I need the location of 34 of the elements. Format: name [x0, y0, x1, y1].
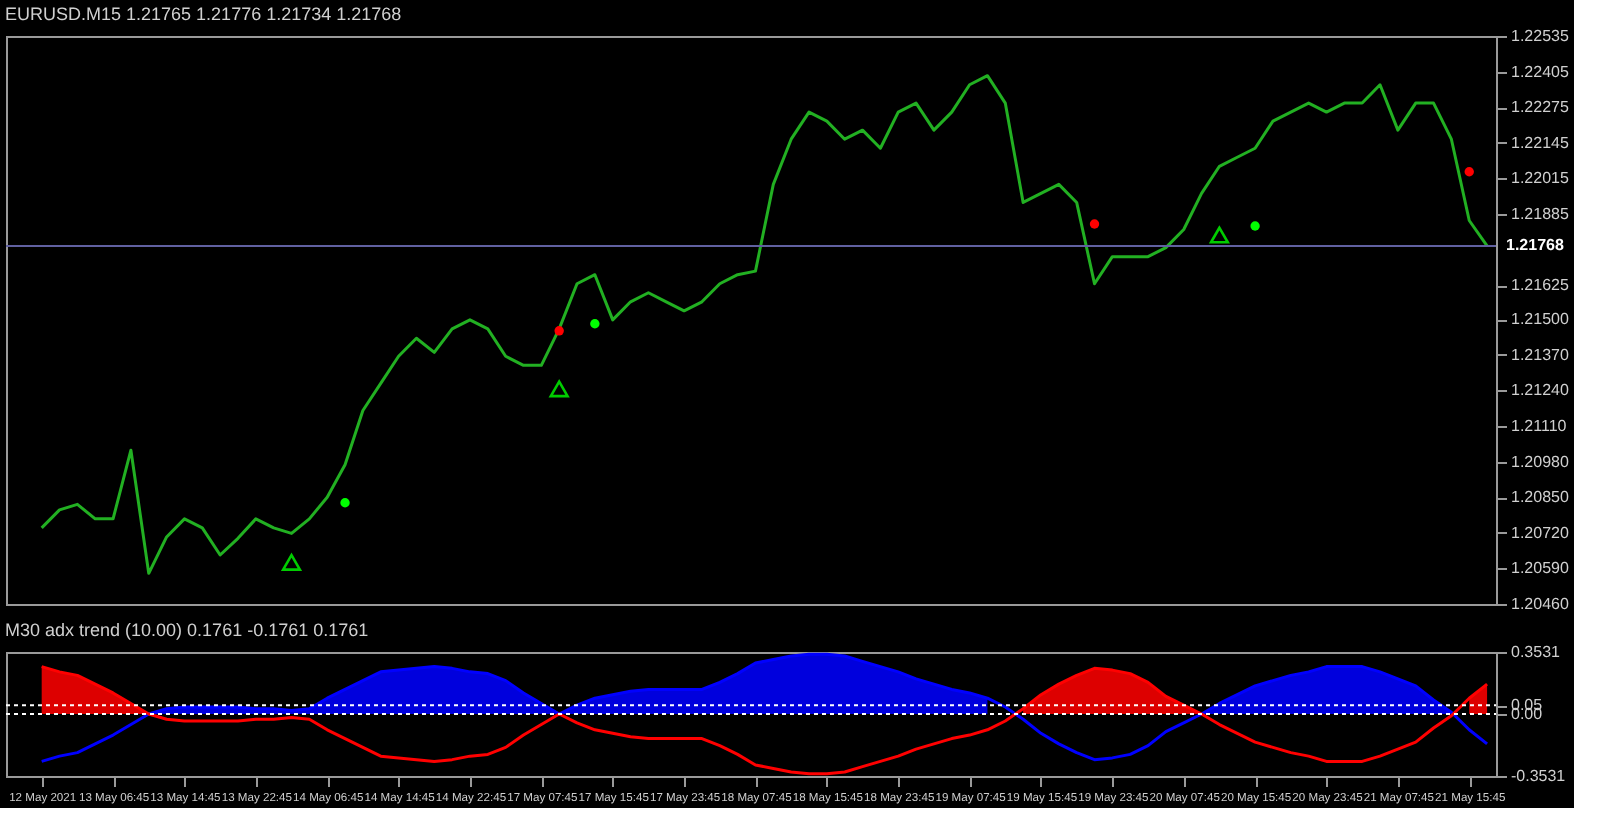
y-tick-label: 1.21370 — [1511, 345, 1570, 364]
y-tick-label: 1.22405 — [1511, 62, 1570, 81]
y-tick-label: 1.21625 — [1511, 276, 1570, 295]
point — [549, 380, 569, 398]
line-series — [40, 652, 1489, 763]
y-tick-label: -0.3531 — [1511, 767, 1567, 785]
y-tick-label: 1.22145 — [1511, 133, 1570, 152]
y-tick-label: 1.22275 — [1511, 98, 1570, 117]
y-tick-label: 1.22535 — [1511, 27, 1570, 45]
point — [1209, 226, 1230, 244]
point — [340, 498, 350, 508]
y-tick-label: 1.20590 — [1511, 559, 1570, 578]
y-tick-label: 0.3531 — [1511, 643, 1562, 661]
y-tick-label: 1.21110 — [1511, 417, 1568, 436]
chart-title: EURUSD.M15 1.21765 1.21776 1.21734 1.21768 — [5, 4, 402, 24]
y-tick-label: 1.22015 — [1511, 169, 1570, 188]
point — [1089, 219, 1100, 229]
y-tick-label: 0.00 — [1511, 705, 1544, 723]
point — [590, 319, 600, 329]
y-tick-label: 1.21240 — [1511, 381, 1570, 400]
point — [1464, 167, 1474, 177]
chart-title: M30 adx trend (10.00) 0.1761 -0.1761 0.1761 — [5, 620, 369, 640]
y-tick-label: 1.20720 — [1511, 523, 1570, 542]
y-tick-label: 1.21500 — [1511, 310, 1570, 329]
y-tick-label: 1.21885 — [1511, 204, 1570, 223]
y-tick-label: 1.20980 — [1511, 452, 1570, 471]
y-tick-label: 1.20460 — [1511, 595, 1570, 613]
y-tick-label: 1.20850 — [1511, 488, 1570, 507]
point — [1250, 221, 1260, 231]
line-series — [40, 665, 1489, 776]
point — [281, 553, 302, 571]
line-series — [40, 74, 1489, 575]
point — [554, 326, 564, 336]
ref-line-label: 1.21768 — [1506, 235, 1565, 254]
